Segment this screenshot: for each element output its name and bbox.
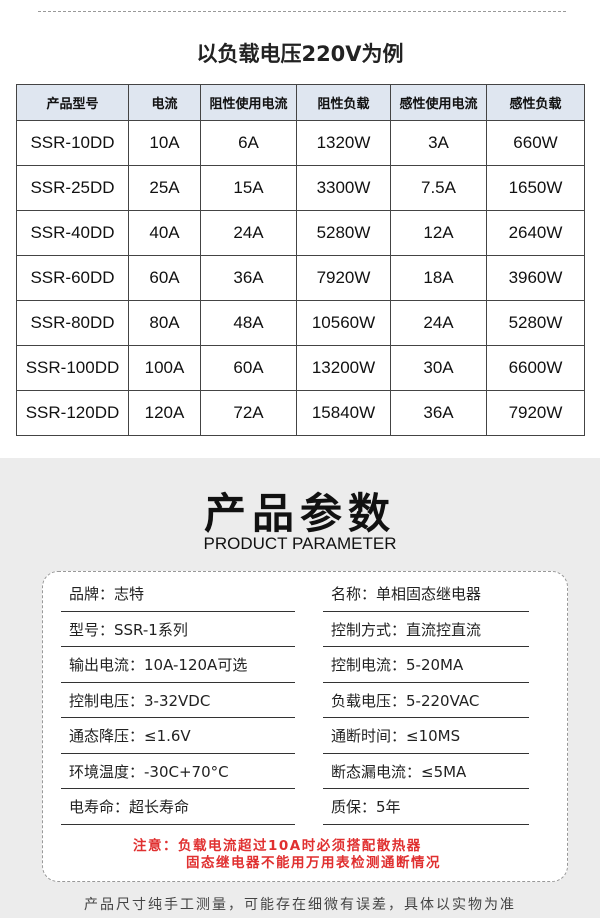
column-header: 感性使用电流 <box>390 84 487 121</box>
param-item: 控制电压：3-32VDC <box>61 683 295 718</box>
table-cell: 100A <box>128 345 201 391</box>
param-item: 通断时间：≤10MS <box>323 718 529 754</box>
table-cell: SSR-40DD <box>16 210 129 256</box>
param-item: 输出电流：10A-120A可选 <box>61 647 295 683</box>
table-cell: 24A <box>200 210 297 256</box>
param-item: 质保：5年 <box>323 789 529 825</box>
warning-line-2: 固态继电器不能用万用表检测通断情况 <box>186 855 441 871</box>
table-cell: 7920W <box>486 390 585 436</box>
table-cell: 12A <box>390 210 487 256</box>
param-item: 断态漏电流：≤5MA <box>323 754 529 789</box>
table-cell: 18A <box>390 255 487 301</box>
table-cell: 15A <box>200 165 297 211</box>
param-item: 电寿命：超长寿命 <box>61 789 295 825</box>
table-cell: 120A <box>128 390 201 436</box>
divider <box>38 11 566 12</box>
table-cell: 36A <box>200 255 297 301</box>
footer-disclaimer: 产品尺寸纯手工测量，可能存在细微有误差，具体以实物为准 <box>84 897 516 913</box>
param-item: 品牌：志特 <box>61 576 295 612</box>
param-item: 型号：SSR-1系列 <box>61 612 295 647</box>
table-row: SSR-100DD 100A 60A 13200W 30A 6600W <box>16 345 585 391</box>
table-cell: 60A <box>128 255 201 301</box>
params-subtitle: PRODUCT PARAMETER <box>203 534 397 553</box>
table-cell: 13200W <box>296 345 391 391</box>
table-cell: 80A <box>128 300 201 346</box>
table-cell: 30A <box>390 345 487 391</box>
table-cell: 3960W <box>486 255 585 301</box>
product-parameter-section: 产品参数 PRODUCT PARAMETER 品牌：志特 型号：SSR-1系列 输出… <box>0 458 600 918</box>
table-cell: 60A <box>200 345 297 391</box>
section-title: 以负载电压220V为例 <box>196 42 404 66</box>
table-row: SSR-10DD 10A 6A 1320W 3A 660W <box>16 120 585 166</box>
param-item: 环境温度：-30C+70°C <box>61 754 295 789</box>
column-header: 产品型号 <box>16 84 129 121</box>
table-cell: SSR-10DD <box>16 120 129 166</box>
table-cell: 10560W <box>296 300 391 346</box>
table-cell: 24A <box>390 300 487 346</box>
table-cell: 3300W <box>296 165 391 211</box>
table-cell: SSR-25DD <box>16 165 129 211</box>
table-cell: 6A <box>200 120 297 166</box>
table-cell: 1320W <box>296 120 391 166</box>
table-row: SSR-120DD 120A 72A 15840W 36A 7920W <box>16 390 585 436</box>
param-item: 控制方式：直流控直流 <box>323 612 529 647</box>
table-cell: 7920W <box>296 255 391 301</box>
table-cell: 5280W <box>486 300 585 346</box>
table-cell: 7.5A <box>390 165 487 211</box>
table-cell: 6600W <box>486 345 585 391</box>
table-cell: SSR-100DD <box>16 345 129 391</box>
column-header: 电流 <box>128 84 201 121</box>
table-row: SSR-60DD 60A 36A 7920W 18A 3960W <box>16 255 585 301</box>
param-item: 通态降压：≤1.6V <box>61 718 295 754</box>
column-header: 感性负载 <box>486 84 585 121</box>
table-cell: 2640W <box>486 210 585 256</box>
params-left-column: 品牌：志特 型号：SSR-1系列 输出电流：10A-120A可选 控制电压：3-32V… <box>61 576 295 825</box>
table-cell: 48A <box>200 300 297 346</box>
table-cell: 72A <box>200 390 297 436</box>
table-cell: 3A <box>390 120 487 166</box>
param-item: 名称：单相固态继电器 <box>323 576 529 612</box>
param-item: 负载电压：5-220VAC <box>323 683 529 718</box>
params-card: 品牌：志特 型号：SSR-1系列 输出电流：10A-120A可选 控制电压：3-32V… <box>42 571 568 882</box>
table-cell: 660W <box>486 120 585 166</box>
table-cell: 15840W <box>296 390 391 436</box>
table-row: SSR-25DD 25A 15A 3300W 7.5A 1650W <box>16 165 585 211</box>
table-cell: SSR-80DD <box>16 300 129 346</box>
warning-line-1: 注意：负载电流超过10A时必须搭配散热器 <box>133 838 422 854</box>
load-table-section: 以负载电压220V为例 产品型号 电流 阻性使用电流 阻性负载 感性使用电流 感性负载 S… <box>0 0 600 458</box>
table-cell: 5280W <box>296 210 391 256</box>
table-cell: 36A <box>390 390 487 436</box>
table-cell: SSR-120DD <box>16 390 129 436</box>
warning-note: 注意：负载电流超过10A时必须搭配散热器 固态继电器不能用万用表检测通断情况 <box>43 838 569 872</box>
table-cell: 1650W <box>486 165 585 211</box>
table-cell: SSR-60DD <box>16 255 129 301</box>
table-cell: 10A <box>128 120 201 166</box>
table-row: SSR-80DD 80A 48A 10560W 24A 5280W <box>16 300 585 346</box>
table-row: SSR-40DD 40A 24A 5280W 12A 2640W <box>16 210 585 256</box>
params-right-column: 名称：单相固态继电器 控制方式：直流控直流 控制电流：5-20MA 负载电压：5-22… <box>323 576 529 825</box>
table-cell: 25A <box>128 165 201 211</box>
load-table: 产品型号 电流 阻性使用电流 阻性负载 感性使用电流 感性负载 SSR-10DD 10A 6A… <box>16 84 585 436</box>
param-item: 控制电流：5-20MA <box>323 647 529 683</box>
table-cell: 40A <box>128 210 201 256</box>
column-header: 阻性负载 <box>296 84 391 121</box>
params-title: 产品参数 <box>203 489 396 538</box>
column-header: 阻性使用电流 <box>200 84 297 121</box>
